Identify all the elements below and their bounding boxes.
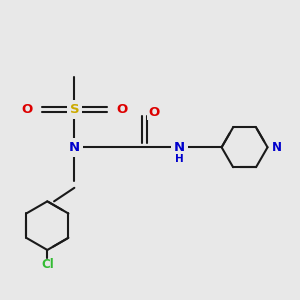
- Text: Cl: Cl: [41, 258, 54, 271]
- Text: O: O: [148, 106, 160, 119]
- Text: H: H: [175, 154, 184, 164]
- Text: N: N: [272, 141, 282, 154]
- Text: O: O: [21, 103, 32, 116]
- Text: N: N: [69, 141, 80, 154]
- Text: O: O: [116, 103, 128, 116]
- Text: S: S: [70, 103, 79, 116]
- Text: N: N: [174, 141, 185, 154]
